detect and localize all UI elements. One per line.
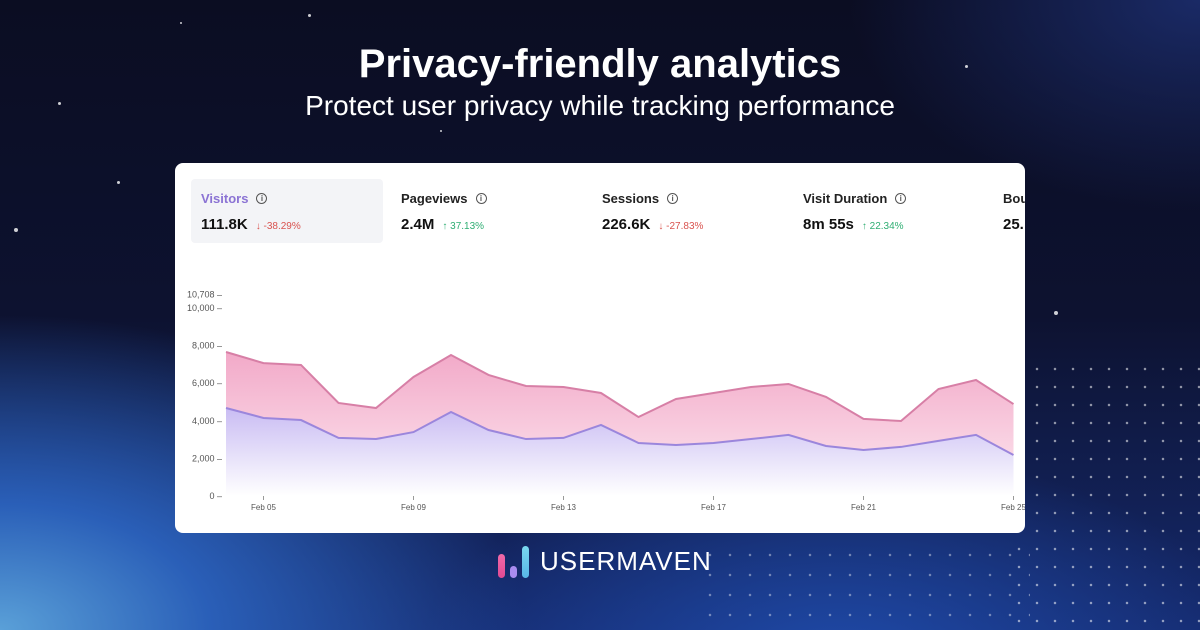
page-subtitle: Protect user privacy while tracking perf… [305, 90, 895, 121]
series-line-1 [225, 407, 1014, 456]
x-tick-label: Feb 13 [551, 503, 576, 512]
x-tick-label: Feb 09 [401, 503, 426, 512]
metric-label: Pageviews [401, 191, 468, 206]
arrow-up-icon: ↑ [442, 221, 448, 232]
x-tick-label: Feb 25 [1001, 503, 1025, 512]
area-chart: 0 – 2,000 – 4,000 – 6,000 – 8,000 – 10,000 – 1… [187, 290, 1025, 512]
analytics-card: Visitors i 111.8K ↓ -38.29% Pageviews i 2.4… [175, 163, 1025, 533]
arrow-down-icon: ↓ [658, 221, 664, 232]
info-circle-icon[interactable]: i [475, 193, 487, 204]
series-line-0 [225, 351, 1015, 423]
y-tick-label: 2,000 – [192, 453, 222, 463]
page-title: Privacy-friendly analytics [358, 42, 842, 86]
arrow-up-icon: ↑ [861, 221, 867, 232]
logo-text: USERMAVEN [540, 546, 712, 576]
x-tick-label: Feb 17 [701, 503, 726, 512]
info-circle-icon[interactable]: i [667, 193, 679, 204]
y-tick-label: 8,000 – [192, 341, 222, 351]
metric-visit-duration[interactable]: Visit Duration i 8m 55s ↑ 22.34% [793, 179, 985, 243]
metric-value: 25. [1003, 216, 1024, 233]
metric-label: Visit Duration [803, 191, 888, 206]
y-tick-label: 0 – [209, 491, 222, 501]
info-circle-icon[interactable]: i [895, 193, 907, 204]
metric-label: Sessions [602, 191, 660, 206]
metric-visitors[interactable]: Visitors i 111.8K ↓ -38.29% [191, 179, 383, 243]
metric-change: -38.29% [263, 221, 301, 232]
info-circle-icon[interactable]: i [256, 193, 268, 204]
metric-sessions[interactable]: Sessions i 226.6K ↓ -27.83% [592, 179, 784, 243]
metric-value: 111.8K [201, 216, 248, 233]
metric-value: 226.6K [602, 216, 651, 233]
metric-pageviews[interactable]: Pageviews i 2.4M ↑ 37.13% [391, 179, 583, 243]
metric-change: 37.13% [450, 221, 485, 232]
y-tick-label: 4,000 – [192, 416, 222, 426]
metric-change: -27.83% [666, 221, 704, 232]
x-tick-label: Feb 21 [851, 503, 876, 512]
metric-label: Visitors [201, 191, 249, 206]
arrow-down-icon: ↓ [255, 221, 261, 232]
usermaven-logo: USERMAVEN [498, 546, 712, 578]
logo-mark-icon [498, 546, 534, 578]
metric-value: 2.4M [401, 216, 435, 233]
metric-label: Bou [1003, 191, 1025, 206]
y-tick-label: 10,708 – [187, 290, 222, 300]
metric-change: 22.34% [869, 221, 904, 232]
y-tick-label: 10,000 – [187, 303, 222, 313]
metric-bounce-rate[interactable]: Bou 25. [993, 179, 1025, 243]
metric-value: 8m 55s [803, 216, 854, 233]
series-area-1 [226, 408, 1014, 496]
x-tick-label: Feb 05 [251, 503, 276, 512]
y-tick-label: 6,000 – [192, 378, 222, 388]
